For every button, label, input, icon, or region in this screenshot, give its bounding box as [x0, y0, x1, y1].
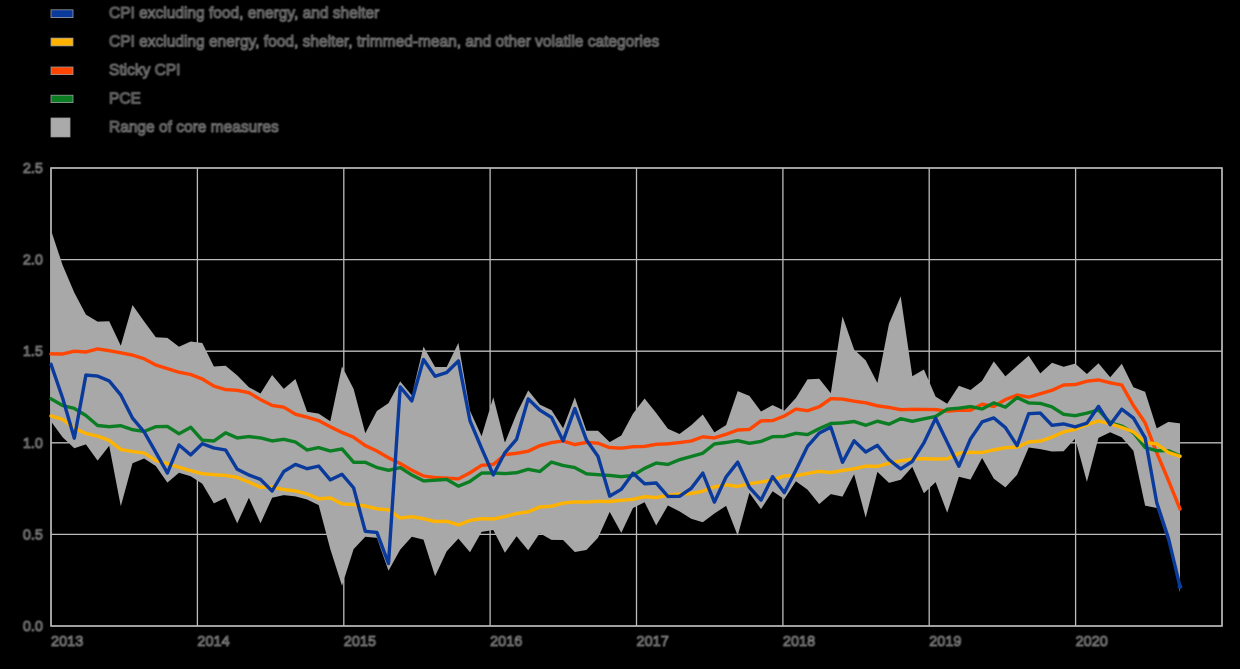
svg-text:Sticky CPI: Sticky CPI: [109, 62, 180, 79]
svg-text:2013: 2013: [51, 634, 83, 650]
svg-text:2018: 2018: [783, 634, 815, 650]
svg-text:2014: 2014: [197, 634, 229, 650]
svg-text:2015: 2015: [344, 634, 376, 650]
svg-text:CPI excluding energy, food, sh: CPI excluding energy, food, shelter, tri…: [109, 33, 660, 50]
svg-text:0.0: 0.0: [23, 619, 43, 635]
svg-text:0.5: 0.5: [23, 527, 43, 543]
svg-text:2020: 2020: [1076, 634, 1108, 650]
svg-text:PCE: PCE: [109, 90, 141, 107]
svg-text:1.5: 1.5: [23, 344, 43, 360]
svg-text:2.0: 2.0: [23, 253, 43, 269]
svg-text:Range of core measures: Range of core measures: [109, 119, 279, 136]
svg-text:2016: 2016: [490, 634, 522, 650]
svg-text:CPI excluding food, energy, an: CPI excluding food, energy, and shelter: [109, 5, 379, 22]
svg-text:2017: 2017: [637, 634, 669, 650]
svg-text:1.0: 1.0: [23, 436, 43, 452]
svg-text:2019: 2019: [929, 634, 961, 650]
svg-text:2.5: 2.5: [23, 161, 43, 177]
